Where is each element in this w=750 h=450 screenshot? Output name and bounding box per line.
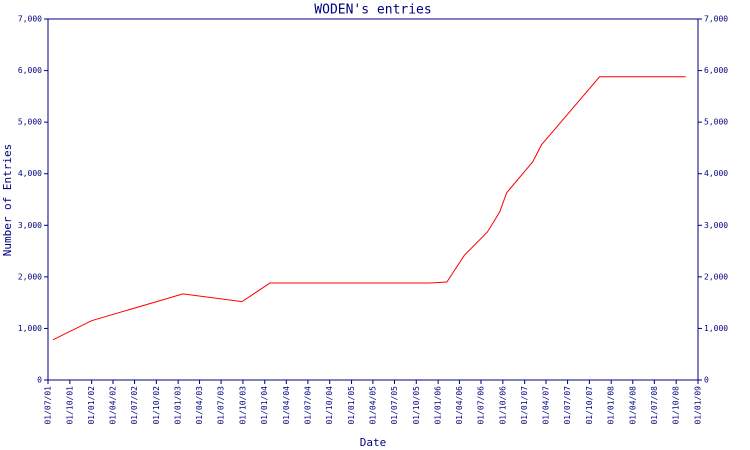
x-tick-label: 01/04/02	[108, 386, 117, 425]
x-tick-label: 01/04/05	[368, 386, 377, 425]
x-tick-label: 01/10/01	[65, 386, 74, 425]
y-axis-label: Number of Entries	[1, 144, 14, 257]
x-tick-label: 01/10/02	[152, 386, 161, 425]
x-tick-label: 01/07/02	[130, 386, 139, 425]
y-tick-label: 7,000	[18, 15, 42, 24]
y2-tick-label: 3,000	[704, 221, 728, 230]
x-tick-label: 01/04/07	[541, 386, 550, 425]
x-tick-label: 01/07/06	[477, 386, 486, 425]
y-tick-label: 5,000	[18, 118, 42, 127]
x-tick-label: 01/01/03	[174, 386, 183, 425]
x-axis-label: Date	[360, 436, 387, 449]
x-tick-label: 01/10/03	[238, 386, 247, 425]
x-tick-label: 01/01/07	[520, 386, 529, 425]
y-tick-label: 0	[37, 376, 42, 385]
chart-title: WODEN's entries	[314, 3, 431, 18]
y-tick-label: 6,000	[18, 66, 42, 75]
x-tick-label: 01/10/08	[672, 386, 681, 425]
x-tick-label: 01/10/07	[585, 386, 594, 425]
y-tick-label: 2,000	[18, 272, 42, 281]
y2-tick-label: 4,000	[704, 169, 728, 178]
x-tick-label: 01/07/08	[650, 386, 659, 425]
y-tick-label: 3,000	[18, 221, 42, 230]
x-tick-label: 01/04/04	[282, 386, 291, 425]
x-tick-label: 01/10/06	[498, 386, 507, 425]
plot-frame	[47, 18, 699, 381]
y-tick-label: 1,000	[18, 324, 42, 333]
x-tick-label: 01/01/08	[607, 386, 616, 425]
x-tick-label: 01/01/02	[87, 386, 96, 425]
x-tick-label: 01/07/05	[390, 386, 399, 425]
x-tick-label: 01/04/06	[455, 386, 464, 425]
x-tick-label: 01/01/05	[347, 386, 356, 425]
y-tick-label: 4,000	[18, 169, 42, 178]
y2-tick-label: 2,000	[704, 272, 728, 281]
x-tick-label: 01/07/01	[44, 386, 53, 425]
y2-tick-label: 6,000	[704, 66, 728, 75]
x-tick-label: 01/07/04	[303, 386, 312, 425]
data-line	[52, 76, 686, 341]
x-tick-label: 01/01/09	[694, 386, 703, 425]
y2-tick-label: 7,000	[704, 15, 728, 24]
y2-tick-label: 1,000	[704, 324, 728, 333]
x-tick-label: 01/04/03	[195, 386, 204, 425]
y2-tick-label: 5,000	[704, 118, 728, 127]
x-tick-label: 01/07/07	[563, 386, 572, 425]
x-tick-label: 01/01/06	[434, 386, 443, 425]
y2-tick-label: 0	[704, 376, 709, 385]
x-tick-label: 01/10/05	[412, 386, 421, 425]
x-tick-label: 01/07/03	[217, 386, 226, 425]
x-tick-label: 01/04/08	[628, 386, 637, 425]
x-tick-label: 01/01/04	[260, 386, 269, 425]
x-tick-label: 01/10/04	[325, 386, 334, 425]
